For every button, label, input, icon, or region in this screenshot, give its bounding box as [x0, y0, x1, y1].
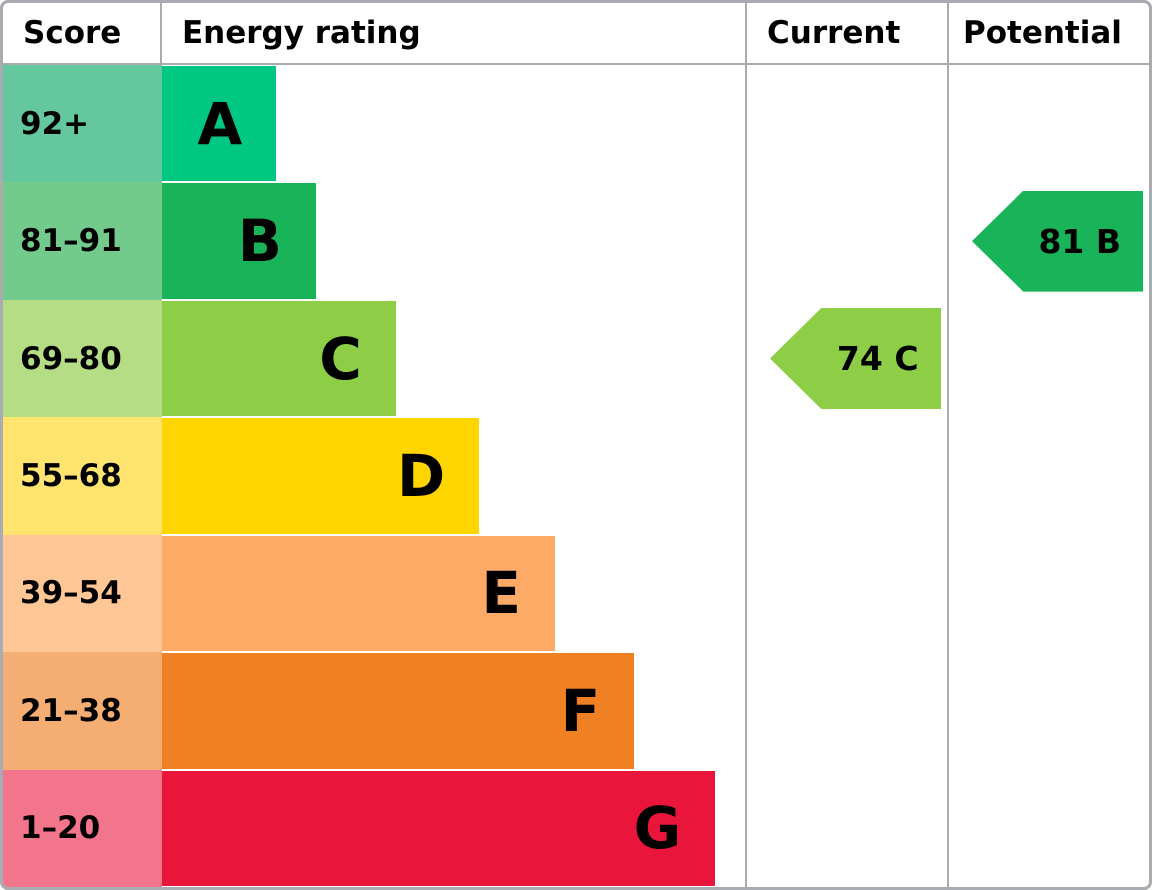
band-letter: C — [319, 324, 362, 393]
band-row-c: 69–80 C 74 C — [3, 299, 1149, 418]
band-row-e: 39–54 E — [3, 534, 1149, 653]
potential-cell-f — [949, 652, 1149, 769]
band-row-a: 92+ A — [3, 65, 1149, 183]
current-cell-c: 74 C — [747, 299, 949, 418]
band-bar-d: D — [162, 418, 480, 534]
current-cell-d — [747, 417, 949, 535]
score-range: 21–38 — [20, 692, 122, 729]
band-letter: A — [197, 89, 243, 158]
band-bar-e: E — [162, 535, 555, 652]
score-cell-b: 81–91 — [3, 182, 162, 300]
band-letter: D — [396, 441, 446, 510]
score-range: 81–91 — [20, 223, 122, 260]
rating-cell-e: E — [162, 534, 747, 653]
rating-cell-d: D — [162, 417, 747, 535]
potential-cell-e — [949, 535, 1149, 652]
potential-rating-arrow: 81 B — [972, 190, 1143, 292]
band-bar-a: A — [162, 66, 277, 182]
score-range: 1–20 — [20, 810, 101, 847]
band-bar-c: C — [162, 300, 396, 417]
current-rating-label: 74 C — [836, 339, 919, 379]
band-bar-g: G — [162, 770, 716, 886]
score-range: 39–54 — [20, 575, 122, 612]
potential-cell-c — [949, 300, 1149, 417]
header-current-label: Current — [767, 15, 901, 51]
band-row-d: 55–68 D — [3, 417, 1149, 535]
rating-cell-b: B — [162, 182, 747, 300]
current-cell-e — [747, 534, 949, 653]
potential-cell-a — [949, 65, 1149, 182]
score-cell-g: 1–20 — [3, 769, 162, 887]
score-range: 92+ — [20, 105, 90, 142]
current-cell-f — [747, 652, 949, 770]
header-row: Score Energy rating Current Potential — [3, 3, 1149, 65]
score-cell-d: 55–68 — [3, 417, 162, 535]
potential-cell-b: 81 B — [949, 182, 1149, 299]
band-row-f: 21–38 F — [3, 652, 1149, 770]
band-letter: E — [481, 559, 521, 628]
band-letter: G — [633, 794, 682, 863]
band-letter: B — [237, 207, 282, 276]
score-cell-c: 69–80 — [3, 299, 162, 418]
current-cell-b — [747, 182, 949, 300]
current-cell-g — [747, 769, 949, 887]
band-row-b: 81–91 B 81 B — [3, 182, 1149, 300]
header-energy-rating: Energy rating — [162, 3, 747, 65]
rating-cell-g: G — [162, 769, 747, 887]
current-cell-a — [747, 65, 949, 183]
band-row-g: 1–20 G — [3, 769, 1149, 887]
potential-cell-g — [949, 770, 1149, 887]
score-cell-a: 92+ — [3, 65, 162, 183]
score-cell-f: 21–38 — [3, 652, 162, 770]
header-potential-label: Potential — [963, 15, 1122, 51]
header-score: Score — [3, 3, 162, 65]
header-energy-rating-label: Energy rating — [182, 15, 421, 51]
band-bar-f: F — [162, 653, 635, 769]
rating-cell-a: A — [162, 65, 747, 183]
rating-cell-f: F — [162, 652, 747, 770]
potential-cell-d — [949, 417, 1149, 534]
header-current: Current — [747, 3, 949, 65]
score-range: 69–80 — [20, 340, 122, 377]
score-cell-e: 39–54 — [3, 534, 162, 653]
rating-cell-c: C — [162, 299, 747, 418]
band-bar-b: B — [162, 183, 316, 299]
header-potential: Potential — [949, 3, 1149, 65]
potential-rating-label: 81 B — [1038, 221, 1122, 261]
score-range: 55–68 — [20, 457, 122, 494]
band-letter: F — [560, 676, 601, 745]
header-score-label: Score — [23, 15, 122, 51]
current-rating-arrow: 74 C — [770, 308, 941, 410]
